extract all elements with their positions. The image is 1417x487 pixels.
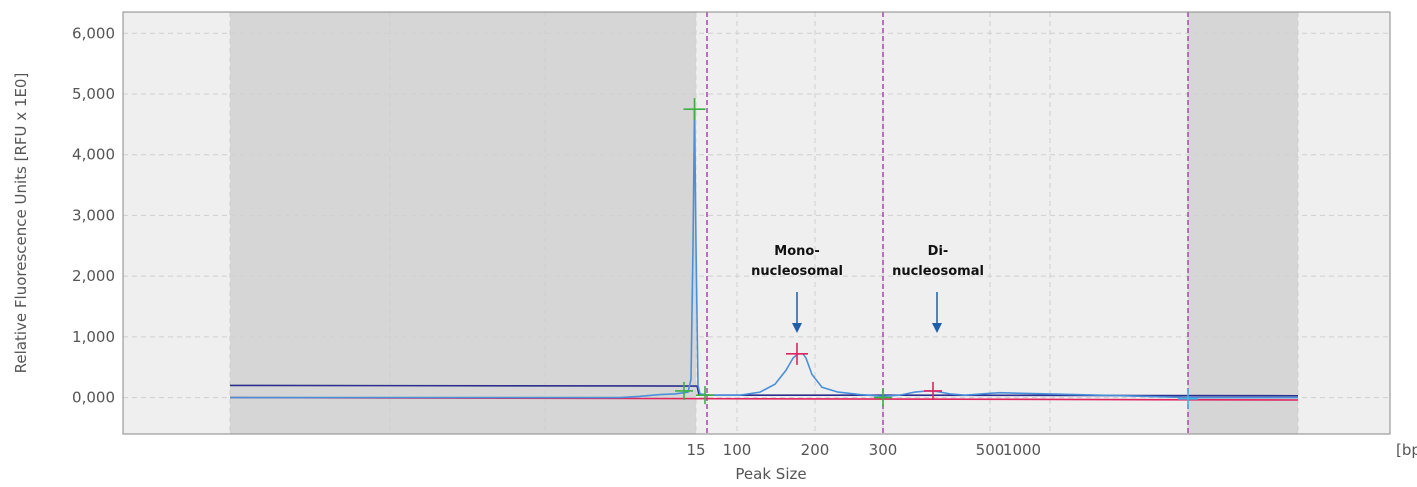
x-tick-label: 200: [801, 441, 830, 459]
annotation-label: Di-: [928, 244, 949, 259]
x-tick-label: 15: [686, 441, 705, 459]
y-tick-label: 6,000: [72, 24, 115, 42]
y-tick-label: 4,000: [72, 146, 115, 164]
y-axis-title: Relative Fluorescence Units [RFU x 1E0]: [12, 73, 30, 374]
y-tick-label: 5,000: [72, 85, 115, 103]
plot-border: [122, 11, 1391, 435]
x-tick-label: 300: [869, 441, 898, 459]
y-tick-label: 0,000: [72, 389, 115, 407]
x-tick-label: 100: [723, 441, 752, 459]
annotation-label: Mono-: [774, 244, 819, 259]
annotations: Mono-nucleosomal Di-nucleosomal: [751, 244, 984, 333]
annotation-arrowhead: [932, 323, 942, 333]
baseline-line: [229, 384, 1299, 397]
shaded-region-right: [1188, 12, 1298, 434]
y-tick-label: 2,000: [72, 267, 115, 285]
grid-lines: [123, 12, 1390, 434]
peak-markers: [675, 98, 1198, 409]
x-axis-title: Peak Size: [735, 465, 806, 483]
x-tick-label: 500: [976, 441, 1005, 459]
x-tick-label: 1000: [1003, 441, 1041, 459]
y-axis-ticks: 0,000 1,000 2,000 3,000 4,000 5,000 6,000: [72, 24, 115, 406]
y-tick-label: 3,000: [72, 206, 115, 224]
y-tick-label: 1,000: [72, 328, 115, 346]
x-axis-unit: [bp]: [1396, 441, 1417, 459]
annotation-arrowhead: [792, 323, 802, 333]
marker-lines: [706, 12, 1189, 434]
annotation-label: nucleosomal: [892, 264, 984, 279]
annotation-label: nucleosomal: [751, 264, 843, 279]
shaded-region-left: [230, 12, 696, 434]
